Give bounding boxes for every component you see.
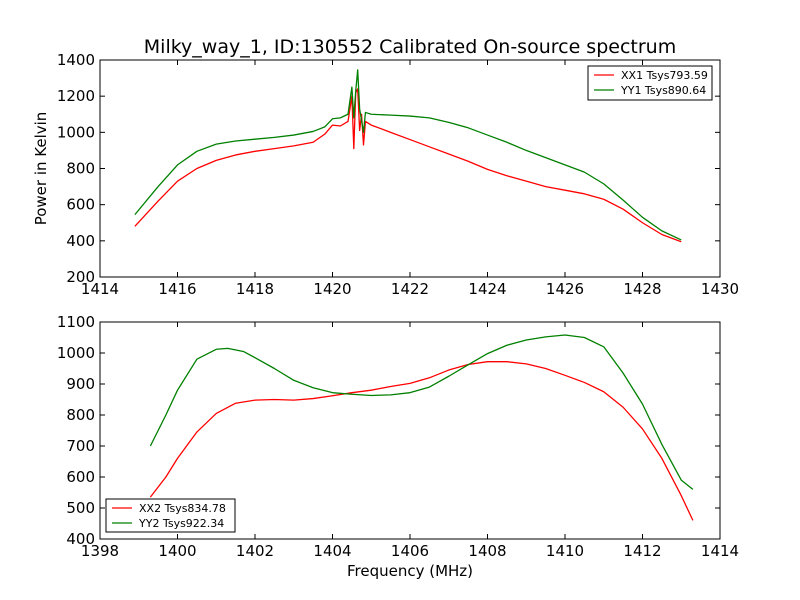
legend: XX2 Tsys834.78 YY2 Tsys922.34 <box>105 498 236 533</box>
legend-label-2: YY1 Tsys890.64 <box>620 84 706 97</box>
legend-label-1: XX2 Tsys834.78 <box>139 502 226 515</box>
x-tick-label: 1406 <box>391 542 429 560</box>
legend-label-1: XX1 Tsys793.59 <box>621 69 708 82</box>
y-tick-label: 600 <box>66 468 95 486</box>
x-tick-label: 1416 <box>158 280 196 298</box>
y-tick-label: 1000 <box>57 123 95 141</box>
y-tick-label: 1100 <box>57 313 95 331</box>
series-line-1 <box>134 88 682 243</box>
x-tick-label: 1422 <box>391 280 429 298</box>
x-tick-label: 1420 <box>313 280 351 298</box>
legend: XX1 Tsys793.59 YY1 Tsys890.64 <box>587 65 713 101</box>
x-tick-label: 1414 <box>701 542 739 560</box>
y-tick-label: 1000 <box>57 344 95 362</box>
y-tick-label: 600 <box>66 196 95 214</box>
x-tick-label: 1410 <box>546 542 584 560</box>
x-tick-label: 1400 <box>158 542 196 560</box>
x-tick-label: 1398 <box>81 542 119 560</box>
legend-box <box>587 65 713 101</box>
x-tick-label: 1424 <box>468 280 506 298</box>
y-tick-label: 900 <box>66 375 95 393</box>
y-tick-label: 700 <box>66 437 95 455</box>
x-tick-label: 1414 <box>81 280 119 298</box>
x-tick-label: 1408 <box>468 542 506 560</box>
x-axis-label: Frequency (MHz) <box>347 562 473 580</box>
series-line-1 <box>149 361 694 521</box>
x-tick-label: 1404 <box>313 542 351 560</box>
legend-box <box>105 498 236 533</box>
y-tick-label: 400 <box>66 232 95 250</box>
x-tick-label: 1430 <box>701 280 739 298</box>
series-line-2 <box>149 334 694 490</box>
y-tick-label: 800 <box>66 406 95 424</box>
y-tick-label: 1400 <box>57 51 95 69</box>
series-line-2 <box>134 69 682 241</box>
y-tick-label: 1200 <box>57 87 95 105</box>
legend-label-2: YY2 Tsys922.34 <box>138 517 224 530</box>
x-tick-label: 1402 <box>236 542 274 560</box>
y-tick-label: 400 <box>66 530 95 548</box>
y-tick-label: 800 <box>66 160 95 178</box>
x-tick-label: 1428 <box>623 280 661 298</box>
chart-title: Milky_way_1, ID:130552 Calibrated On-sou… <box>144 36 676 58</box>
x-tick-label: 1412 <box>623 542 661 560</box>
bottom-chart: 1398 1400 1402 1404 1406 1408 1410 1412 1414 400 5… <box>57 313 739 580</box>
y-axis-label: Power in Kelvin <box>32 112 50 226</box>
y-tick-label: 200 <box>66 268 95 286</box>
x-tick-label: 1426 <box>546 280 584 298</box>
y-tick-label: 500 <box>66 499 95 517</box>
top-chart: 1414 1416 1418 1420 1422 1424 1426 1428 1430 200 4… <box>32 36 739 298</box>
x-tick-label: 1418 <box>236 280 274 298</box>
